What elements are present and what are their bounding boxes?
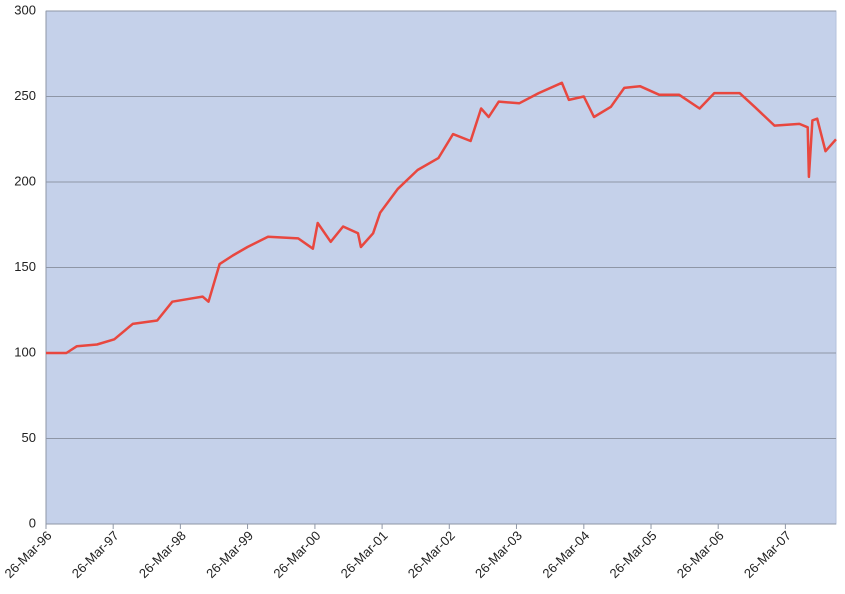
x-tick-label: 26-Mar-04 xyxy=(539,528,592,581)
x-tick-label: 26-Mar-01 xyxy=(338,528,391,581)
x-tick-label: 26-Mar-05 xyxy=(607,528,660,581)
x-tick-label: 26-Mar-96 xyxy=(2,528,55,581)
x-tick-label: 26-Mar-98 xyxy=(136,528,189,581)
x-tick-label: 26-Mar-03 xyxy=(472,528,525,581)
x-tick-label: 26-Mar-00 xyxy=(270,528,323,581)
y-tick-label: 150 xyxy=(14,259,36,274)
y-tick-label: 250 xyxy=(14,88,36,103)
x-tick-label: 26-Mar-07 xyxy=(741,528,794,581)
line-series xyxy=(46,81,837,355)
y-tick-label: 0 xyxy=(29,515,36,530)
y-tick-label: 50 xyxy=(22,430,36,445)
y-tick-label: 200 xyxy=(14,173,36,188)
x-tick-label: 26-Mar-02 xyxy=(405,528,458,581)
y-tick-label: 100 xyxy=(14,344,36,359)
x-tick-label: 26-Mar-06 xyxy=(674,528,727,581)
y-tick-label: 300 xyxy=(14,2,36,17)
x-tick-label: 26-Mar-97 xyxy=(69,528,122,581)
x-tick-label: 26-Mar-99 xyxy=(203,528,256,581)
